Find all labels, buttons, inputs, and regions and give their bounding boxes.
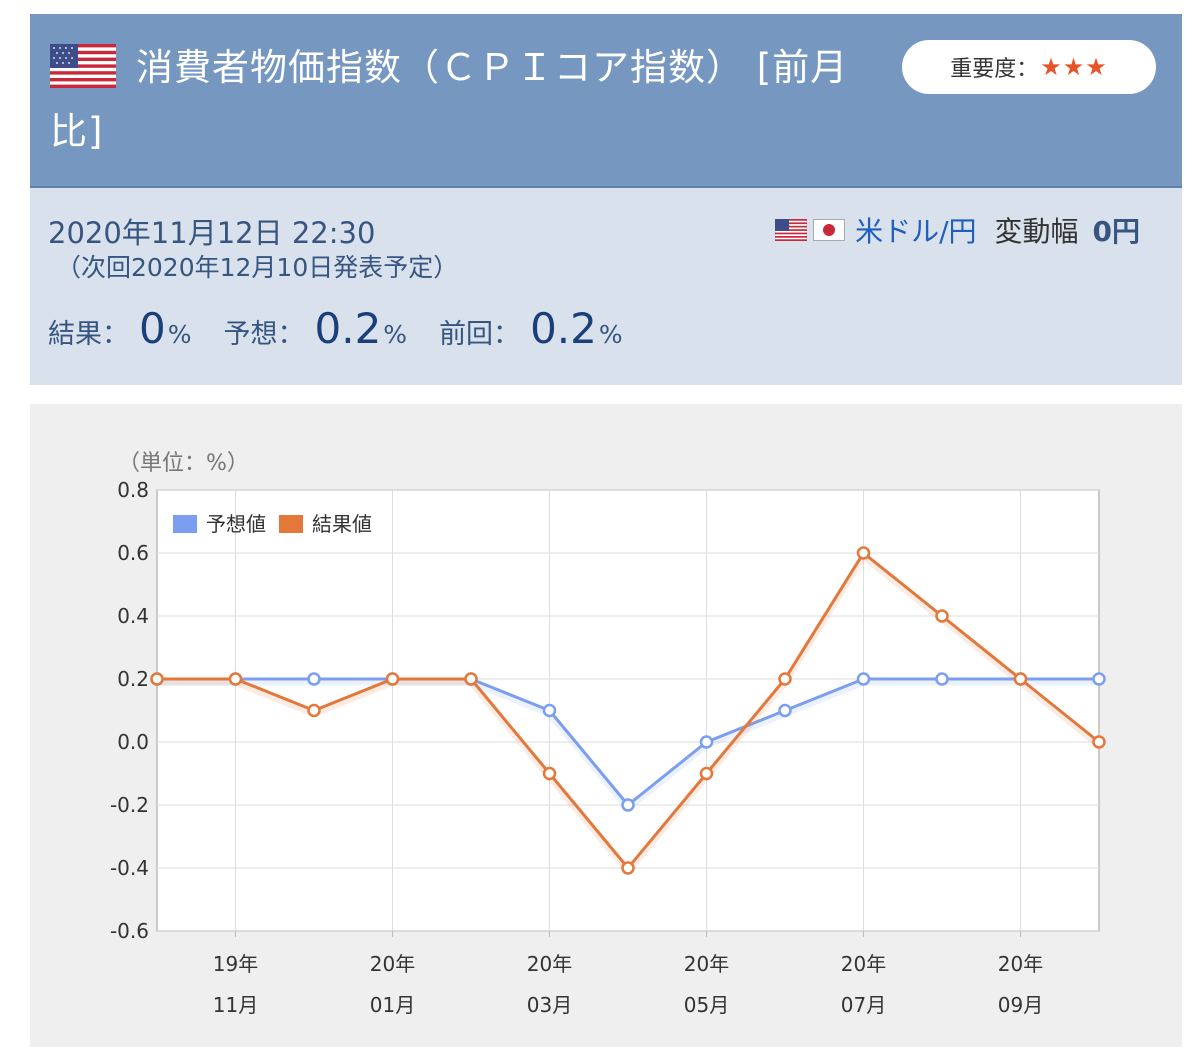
result-point [1013,672,1028,686]
result-point [856,546,871,560]
y-tick-label: 0.8 [117,478,149,502]
result-unit: % [167,320,192,349]
result-value: 0 [139,304,166,353]
legend-swatch-result [277,513,305,535]
result-label: 結果： [48,319,129,350]
x-tick-month: 01月 [370,993,415,1017]
jp-flag-icon [813,219,845,241]
us-flag-small-icon [775,219,808,241]
forecast-point [542,703,557,718]
result-point [542,766,557,781]
previous-label: 前回： [439,319,521,350]
release-info-panel: 2020年11月12日 22:30 （次回2020年12月10日発表予定） 米ド… [30,188,1182,385]
importance-label: 重要度： [950,57,1039,82]
forecast-point [621,798,635,812]
previous-value: 0.2 [530,304,597,353]
y-tick-label: 0.0 [117,730,149,754]
forecast-point [307,672,321,686]
result-point [228,672,243,686]
forecast-value: 0.2 [314,304,382,353]
y-tick-label: 0.4 [117,604,149,628]
range-label: 変動幅 [994,215,1079,248]
result-point [1092,735,1106,749]
x-tick-year: 20年 [841,952,886,976]
forecast-point [1092,672,1106,686]
result-point [385,672,400,686]
x-tick-month: 11月 [213,993,258,1017]
release-datetime: 2020年11月12日 22:30 [48,216,376,250]
us-flag-icon [50,44,116,88]
currency-pair-info: 米ドル/円 変動幅 0円 [769,210,1140,250]
result-point [778,672,792,686]
y-tick-label: 0.2 [117,667,149,691]
forecast-label: 予想： [223,319,305,350]
unit-label: （単位：%） [118,451,249,476]
x-tick-year: 20年 [998,952,1043,976]
x-tick-month: 03月 [527,993,572,1017]
result-point [150,672,164,686]
range-value: 0円 [1092,215,1140,248]
x-tick-year: 20年 [684,952,729,976]
y-tick-label: -0.6 [110,919,149,943]
x-tick-month: 05月 [684,993,729,1017]
forecast-point [778,703,792,718]
forecast-point [856,672,871,686]
next-release: （次回2020年12月10日発表予定） [56,253,459,282]
indicator-title: 消費者物価指数（ＣＰＩコア指数） [前月比] [50,46,849,153]
importance-stars: ★★★ [1040,53,1108,81]
previous-unit: % [598,320,623,349]
currency-pair-link[interactable]: 米ドル/円 [855,215,977,248]
y-tick-label: 0.6 [117,541,149,565]
indicator-header: 消費者物価指数（ＣＰＩコア指数） [前月比] 重要度： ★★★ [30,14,1182,188]
forecast-point [935,672,949,686]
result-point [621,861,635,875]
result-point [307,703,321,718]
x-tick-month: 07月 [841,993,886,1017]
x-tick-year: 19年 [213,952,258,976]
legend-swatch-forecast [171,513,199,535]
y-tick-label: -0.4 [110,856,149,880]
forecast-unit: % [383,320,408,349]
chart-panel: 0.8 0.6 0.4 0.2 0.0 -0.2 -0.4 -0.6 19年 11月 20年 01月 2… [30,404,1182,1047]
result-point [699,766,714,781]
legend-label-forecast: 予想値 [206,512,266,536]
x-tick-year: 20年 [370,952,415,976]
stats-row: 結果： 0 % 予想： 0.2 % 前回： 0.2 % [48,304,655,353]
legend-label-result: 結果値 [312,512,372,536]
cpi-line-chart: 0.8 0.6 0.4 0.2 0.0 -0.2 -0.4 -0.6 19年 11月 20年 01月 2… [110,451,1106,1017]
y-tick-label: -0.2 [110,793,149,817]
forecast-point [699,735,714,749]
x-tick-year: 20年 [527,952,572,976]
result-point [464,672,478,686]
x-tick-month: 09月 [998,993,1043,1017]
importance-badge: 重要度： ★★★ [902,40,1156,94]
result-point [935,609,949,623]
